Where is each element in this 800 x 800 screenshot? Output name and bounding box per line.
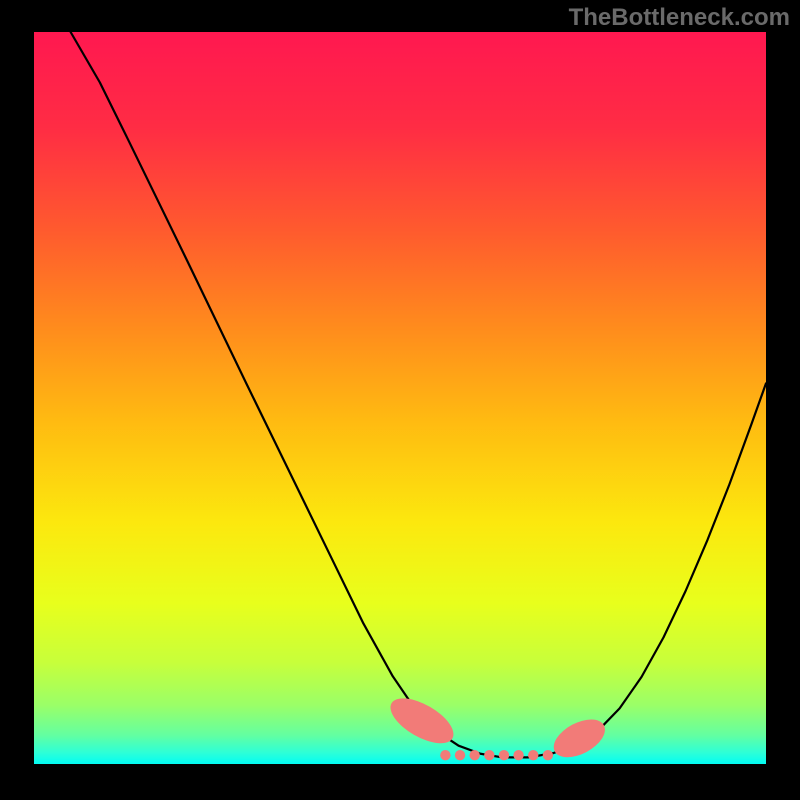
highlight-dot-7	[543, 750, 553, 760]
chart-svg	[0, 0, 800, 800]
highlight-dot-0	[440, 750, 450, 760]
highlight-dot-5	[513, 750, 523, 760]
highlight-dot-1	[455, 750, 465, 760]
highlight-dot-4	[499, 750, 509, 760]
chart-container: TheBottleneck.com	[0, 0, 800, 800]
plot-gradient-background	[34, 32, 766, 764]
highlight-dot-6	[528, 750, 538, 760]
highlight-dot-2	[469, 750, 479, 760]
highlight-dot-3	[484, 750, 494, 760]
watermark-label: TheBottleneck.com	[569, 4, 790, 32]
